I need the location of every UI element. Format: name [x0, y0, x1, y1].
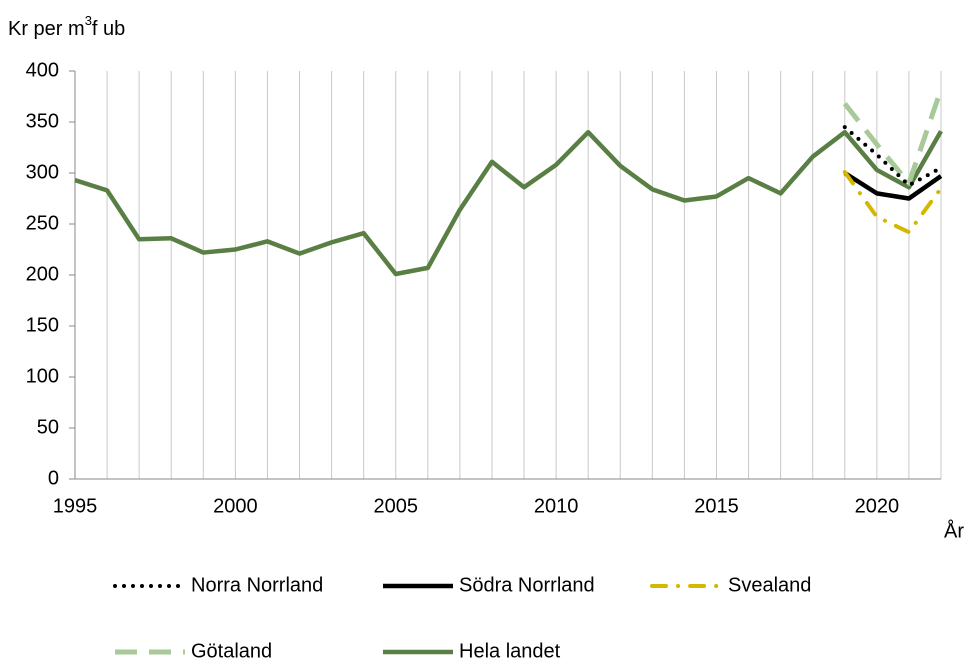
x-tick-label: 1995: [53, 495, 98, 517]
y-label-part: Kr per m: [8, 18, 85, 40]
series-line: [842, 88, 944, 186]
legend-label: Götaland: [191, 640, 272, 662]
y-tick-label: 150: [26, 314, 59, 336]
y-tick-label: 300: [26, 161, 59, 183]
series-line: [843, 171, 943, 201]
legend-label: Norra Norrland: [191, 574, 323, 596]
series-line: [842, 169, 943, 235]
y-tick-label: 0: [48, 467, 59, 489]
y-tick-label: 200: [26, 263, 59, 285]
series-line: [842, 125, 943, 188]
x-tick-label: 2005: [373, 495, 418, 517]
y-tick-label: 50: [37, 416, 59, 438]
y-tick-label: 350: [26, 110, 59, 132]
y-tick-label: 100: [26, 365, 59, 387]
series-line: [74, 129, 943, 277]
y-label-sup: 3: [85, 13, 92, 28]
legend-label: Hela landet: [459, 640, 561, 662]
x-tick-label: 2020: [855, 495, 900, 517]
x-tick-label: 2015: [694, 495, 739, 517]
y-tick-label: 400: [26, 59, 59, 81]
x-axis-label: År: [944, 519, 964, 542]
y-label-part: f ub: [92, 18, 125, 40]
legend-label: Svealand: [728, 574, 811, 596]
legend-label: Södra Norrland: [459, 574, 595, 596]
y-axis-label: Kr per m3f ub: [8, 13, 125, 40]
y-tick-label: 250: [26, 212, 59, 234]
x-tick-label: 2000: [213, 495, 258, 517]
x-tick-label: 2010: [534, 495, 579, 517]
